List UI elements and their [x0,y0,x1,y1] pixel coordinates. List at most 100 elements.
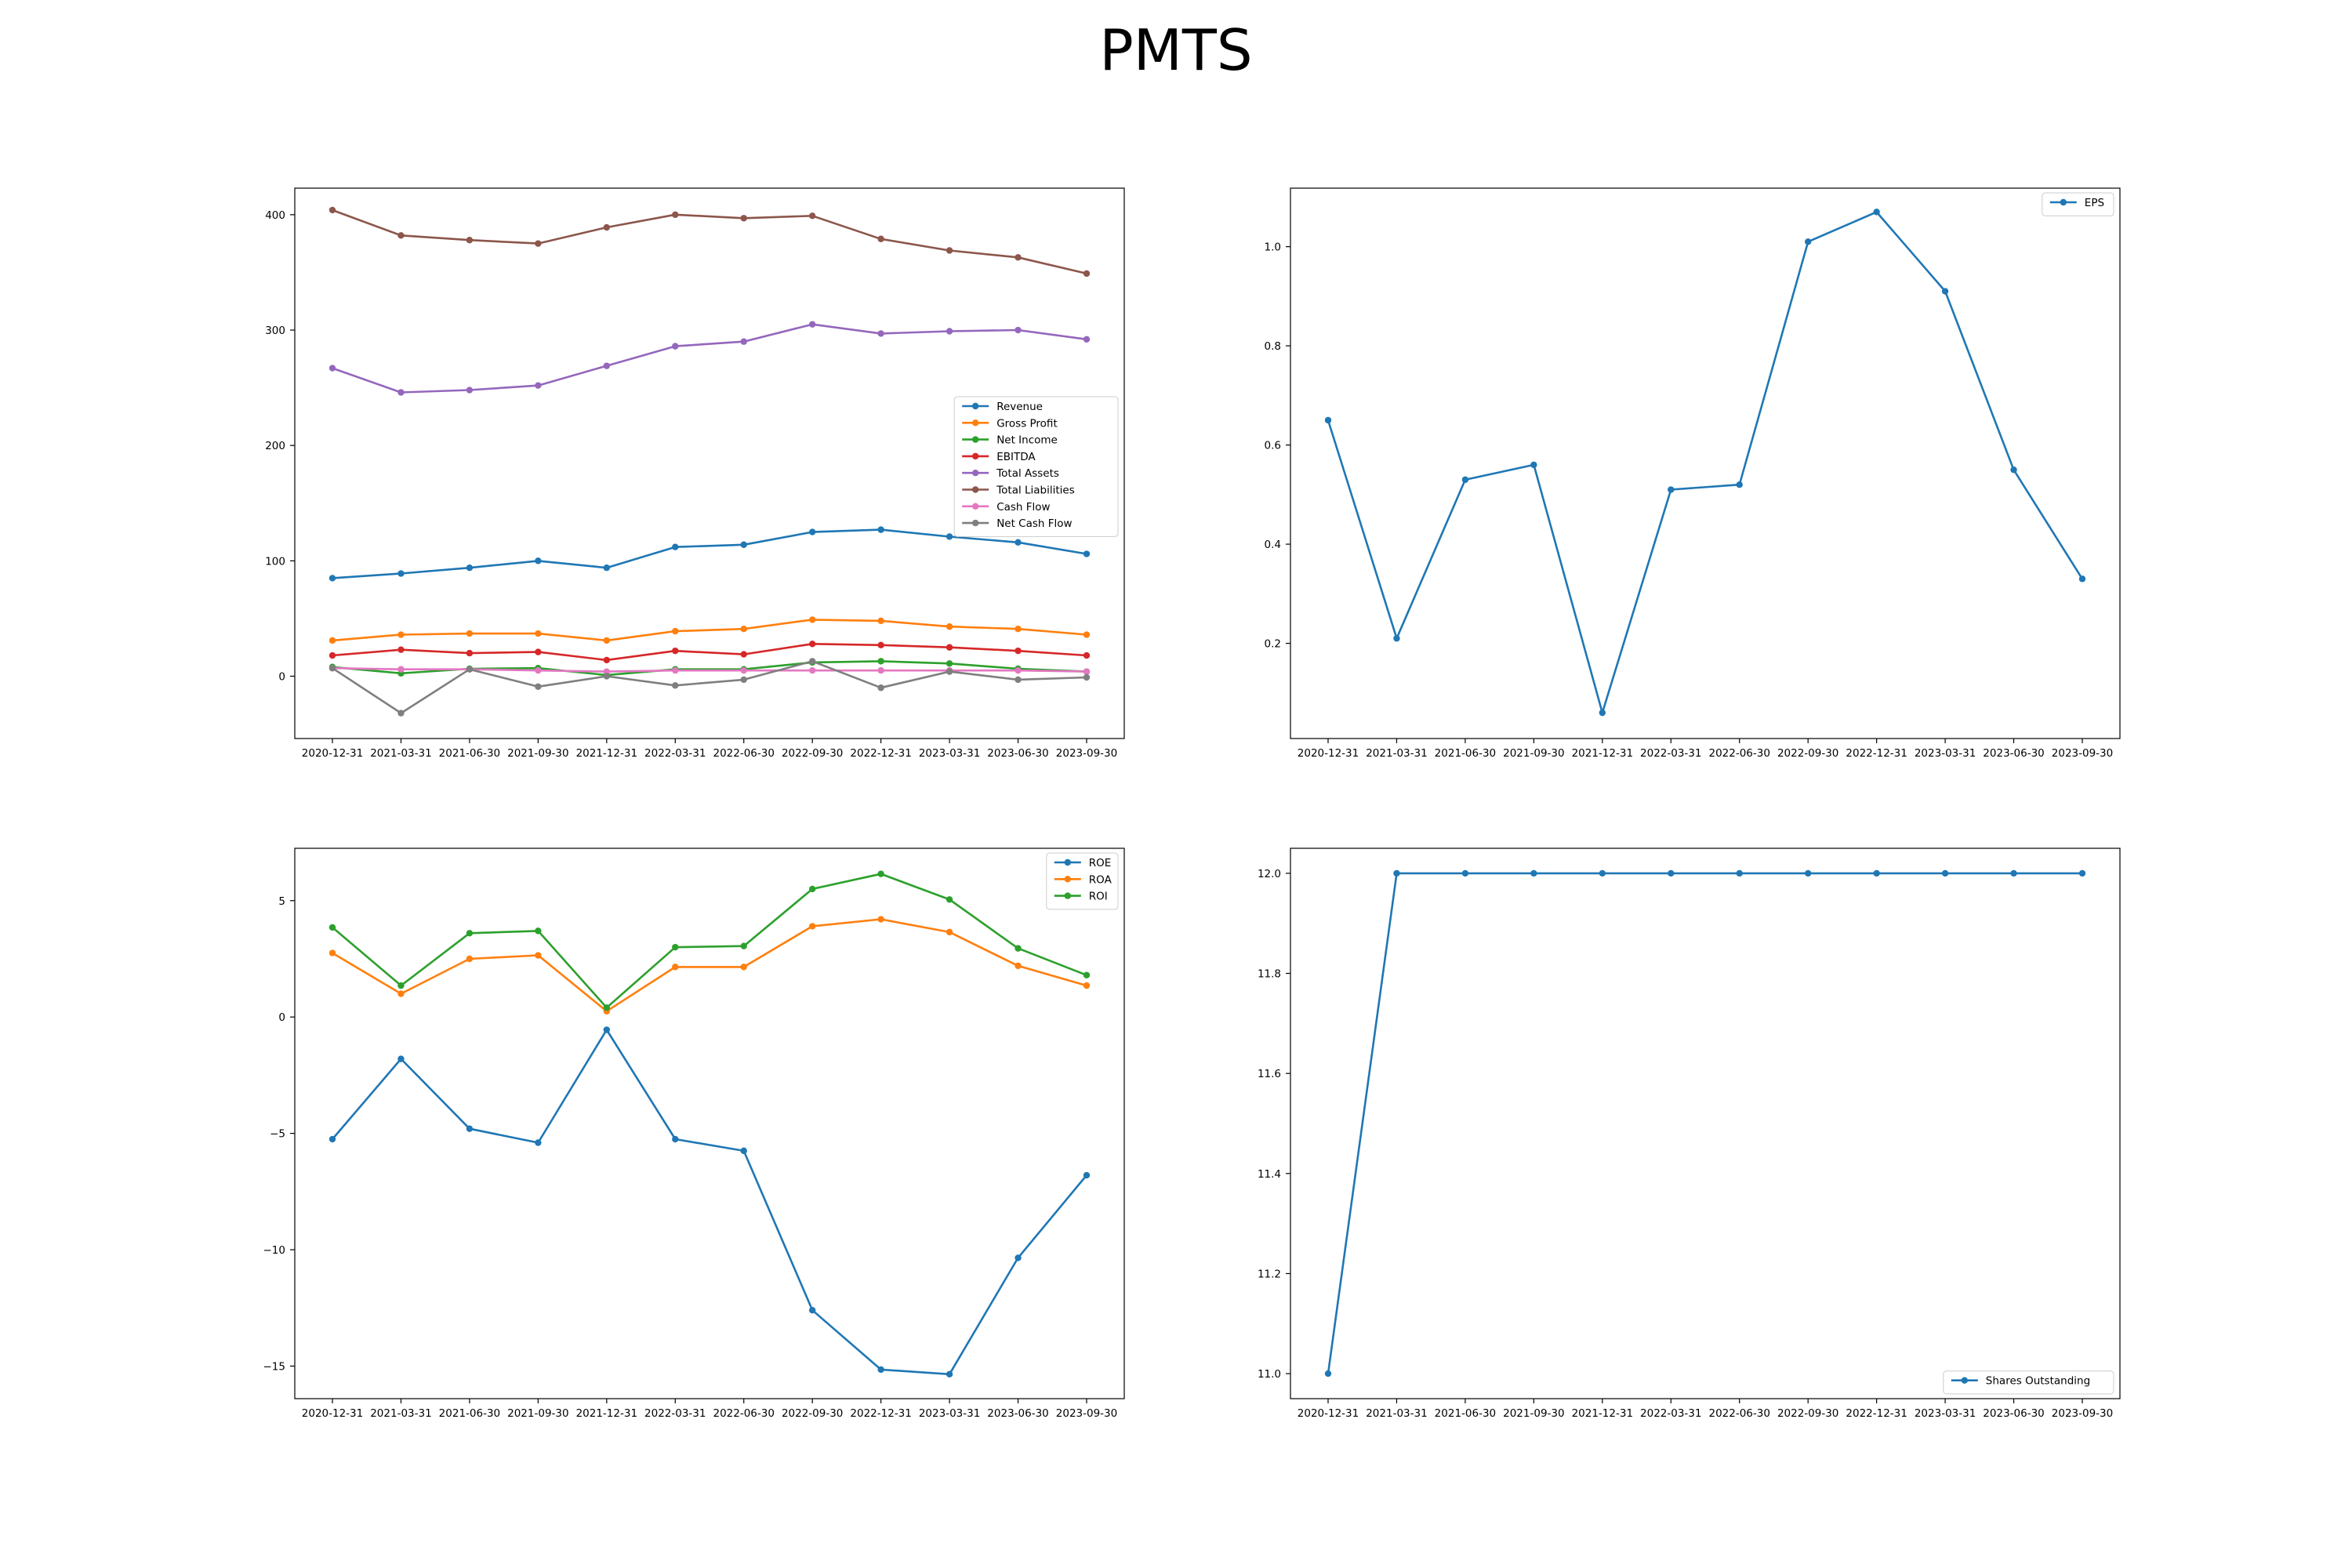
x-tick-label: 2022-09-30 [1777,1407,1838,1420]
data-point [466,649,474,657]
data-point [808,321,816,328]
data-point [672,943,679,951]
data-point [1941,869,1949,877]
data-point [1014,676,1022,684]
data-point [740,215,747,222]
series-line-net-cash-flow [332,660,1087,714]
legend-box [953,396,1119,537]
x-tick-label: 2023-06-30 [987,1407,1048,1420]
legend-marker [1064,892,1071,899]
data-point [740,942,747,949]
data-point [1873,209,1880,216]
x-tick-label: 2023-03-31 [1915,747,1976,760]
legend-marker [972,486,979,493]
data-point [946,533,953,540]
data-point [1736,481,1743,488]
chart-shares-outstanding: 2020-12-31 2021-03-31 2021-06-30 2021-09-30… [1258,848,2121,1420]
x-tick-label: 2023-09-30 [1056,1407,1117,1420]
data-point [672,211,679,219]
y-tick-label: 0.2 [1265,638,1281,651]
data-point [1873,869,1880,877]
data-point [328,665,336,672]
data-point [535,382,542,389]
series-line-cash-flow [332,666,1087,673]
data-point [603,668,611,675]
data-point [1083,336,1091,343]
data-point [1014,625,1022,633]
data-point [1804,869,1812,877]
legend: Shares Outstanding [1943,1370,2114,1395]
data-point [603,223,611,231]
y-tick-label: 11.2 [1258,1268,1281,1280]
x-tick-label: 2023-03-31 [919,747,980,760]
legend-label: ROA [1089,873,1112,886]
data-point [1014,945,1022,952]
x-tick-label: 2022-03-31 [1640,747,1701,760]
data-point [946,668,953,675]
data-point [946,1370,953,1378]
data-point [466,666,474,673]
data-point [740,541,747,548]
x-tick-label: 2021-06-30 [1435,1407,1496,1420]
legend-label: Total Assets [996,467,1059,480]
legend-marker [972,402,979,410]
data-point [808,616,816,623]
x-tick-label: 2023-03-31 [1915,1407,1976,1420]
x-tick-label: 2022-06-30 [1708,1407,1769,1420]
x-tick-label: 2022-09-30 [782,747,843,760]
x-tick-label: 2023-06-30 [1983,747,2044,760]
y-tick-label: −15 [263,1360,286,1373]
figure-title: PMTS [1099,17,1253,83]
data-point [1083,982,1091,989]
data-point [2010,869,2017,877]
x-tick-label: 2021-03-31 [1366,1407,1427,1420]
data-point [877,658,884,665]
legend: EPS [2042,192,2114,216]
data-point [397,666,405,673]
data-point [808,528,816,535]
data-point [1461,869,1469,877]
data-point [328,949,336,956]
data-point [2010,466,2017,474]
y-tick-label: 11.4 [1258,1168,1281,1181]
x-tick-label: 2021-06-30 [439,1407,500,1420]
data-point [672,666,679,674]
data-point [1668,486,1675,493]
legend-label: Net Income [996,434,1058,447]
legend-marker [972,503,979,510]
legend-marker [972,452,979,460]
x-tick-label: 2021-12-31 [576,1407,637,1420]
x-tick-label: 2021-12-31 [1572,747,1633,760]
y-tick-label: −10 [263,1244,286,1257]
data-point [946,247,953,254]
legend-label: EPS [2085,197,2104,209]
data-point [397,710,405,717]
plot-frame [1290,848,2121,1399]
data-point [1941,288,1949,295]
x-tick-label: 2022-09-30 [1777,747,1838,760]
x-tick-label: 2021-09-30 [1503,747,1564,760]
legend-label: EBITDA [996,451,1036,463]
data-point [328,1135,336,1143]
data-point [603,362,611,369]
x-tick-label: 2020-12-31 [1298,747,1359,760]
x-tick-label: 2022-06-30 [713,1407,774,1420]
data-point [466,955,474,963]
data-point [535,666,542,674]
chart-eps: 2020-12-31 2021-03-31 2021-06-30 2021-09-30… [1265,187,2121,760]
y-tick-label: 0.8 [1265,340,1281,353]
x-tick-label: 2023-09-30 [2052,747,2113,760]
legend-label: Gross Profit [996,417,1058,430]
series-line-total-liabilities [332,209,1087,275]
x-tick-label: 2022-03-31 [1640,1407,1701,1420]
data-point [672,964,679,971]
series-line-roa [332,918,1087,1013]
data-point [1014,326,1022,334]
data-point [1014,666,1022,674]
legend-label: Revenue [996,401,1043,413]
data-point [397,389,405,396]
x-tick-label: 2022-12-31 [1846,747,1907,760]
data-point [877,617,884,625]
legend-label: Cash Flow [996,501,1050,514]
data-point [1083,971,1091,978]
